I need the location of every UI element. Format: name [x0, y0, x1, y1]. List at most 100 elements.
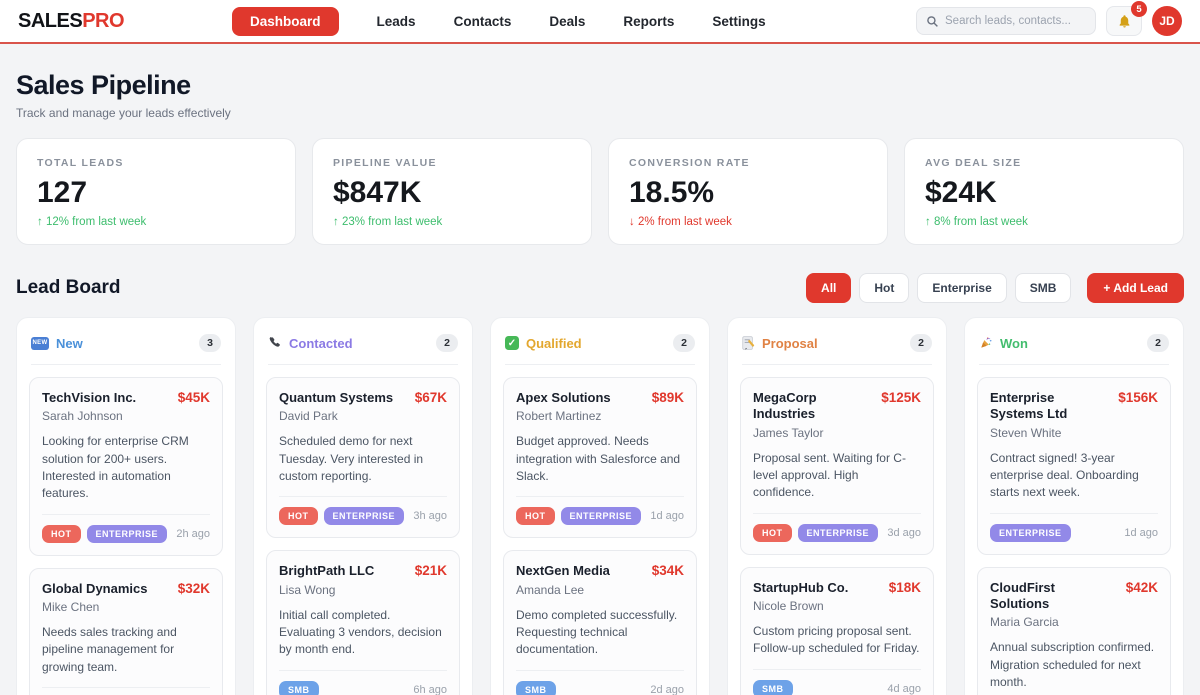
lead-card-top: CloudFirst Solutions $42K: [990, 580, 1158, 613]
lead-value: $32K: [177, 580, 210, 596]
lead-card-top: Apex Solutions $89K: [516, 390, 684, 406]
column-count-badge: 2: [1147, 334, 1169, 352]
column-header: NEW New 3: [29, 330, 223, 352]
lead-card[interactable]: Enterprise Systems Ltd $156K Steven White C…: [977, 377, 1171, 555]
main-nav: Dashboard Leads Contacts Deals Reports Settin…: [232, 6, 766, 36]
header-right-cluster: 5 JD: [916, 1, 1182, 36]
nav-item-dashboard[interactable]: Dashboard: [232, 6, 339, 36]
column-name: Contacted: [289, 335, 353, 351]
lead-company: CloudFirst Solutions: [990, 579, 1055, 611]
lead-tags: SMB: [516, 680, 556, 695]
column-name: New: [56, 335, 83, 351]
nav-item-leads[interactable]: Leads: [376, 13, 416, 29]
lead-company: TechVision Inc.: [42, 390, 137, 405]
column-header: Won 2: [977, 330, 1171, 352]
stat-card: PIPELINE VALUE $847K ↑ 23% from last week: [312, 138, 592, 245]
lead-card[interactable]: MegaCorp Industries $125K James Taylor Prop…: [740, 377, 934, 555]
stat-label: PIPELINE VALUE: [333, 157, 437, 169]
filter-button-enterprise[interactable]: Enterprise: [917, 273, 1007, 303]
search-input[interactable]: [945, 15, 1086, 27]
lead-card[interactable]: TechVision Inc. $45K Sarah Johnson Looking …: [29, 377, 223, 556]
add-lead-button[interactable]: + Add Lead: [1087, 273, 1184, 303]
notifications-button[interactable]: 5: [1106, 1, 1147, 36]
column-name: Qualified: [526, 335, 582, 351]
tag-enterprise: ENTERPRISE: [797, 523, 879, 542]
lead-timestamp: 2d ago: [650, 683, 684, 695]
stat-label: AVG DEAL SIZE: [925, 157, 1022, 169]
kanban-board: NEW New 3 TechVision Inc. $45K Sarah Johnson L…: [16, 317, 1184, 695]
lead-value: $156K: [1118, 390, 1158, 405]
lead-card-top: BrightPath LLC $21K: [279, 563, 447, 579]
board-column-proposal: Proposal 2 MegaCorp Industries $125K James T…: [727, 317, 947, 695]
party-popper-icon: [979, 336, 993, 350]
global-search[interactable]: [916, 7, 1096, 35]
column-count-badge: 2: [436, 334, 458, 352]
lead-tags: HOT ENTERPRISE: [279, 507, 405, 526]
lead-contact: Nicole Brown: [753, 598, 824, 613]
filter-button-all[interactable]: All: [806, 273, 852, 303]
lead-card[interactable]: Global Dynamics $32K Mike Chen Needs sales …: [29, 567, 223, 695]
lead-timestamp: 3h ago: [413, 510, 447, 523]
lead-card[interactable]: NextGen Media $34K Amanda Lee Demo complete…: [503, 550, 697, 695]
column-divider: [505, 364, 695, 365]
lead-card[interactable]: StartupHub Co. $18K Nicole Brown Custom pri…: [740, 566, 934, 695]
stat-label: CONVERSION RATE: [629, 157, 750, 169]
stat-delta: ↓ 2% from last week: [629, 216, 732, 228]
lead-contact: Sarah Johnson: [42, 409, 123, 424]
lead-timestamp: 1d ago: [650, 510, 684, 523]
lead-company: BrightPath LLC: [279, 563, 375, 579]
lead-card-footer: SMB 4d ago: [753, 668, 921, 695]
nav-item-settings[interactable]: Settings: [712, 13, 766, 29]
lead-description: Initial call completed. Evaluating 3 ven…: [279, 607, 442, 657]
brand-logo-primary: SALES: [18, 9, 83, 32]
lead-card-footer: HOT ENTERPRISE 3h ago: [279, 496, 447, 526]
user-avatar[interactable]: JD: [1152, 6, 1182, 36]
nav-item-contacts[interactable]: Contacts: [453, 13, 512, 29]
board-column-contacted: Contacted 2 Quantum Systems $67K David Park S…: [253, 317, 473, 695]
lead-tags: HOT ENTERPRISE: [516, 507, 642, 526]
lead-card[interactable]: CloudFirst Solutions $42K Maria Garcia Annu…: [977, 566, 1171, 695]
lead-card-footer: SMB 6h ago: [279, 669, 447, 695]
lead-contact: David Park: [279, 409, 338, 424]
nav-item-deals[interactable]: Deals: [549, 13, 586, 29]
tag-enterprise: ENTERPRISE: [990, 523, 1071, 542]
lead-card-footer: SMB 2d ago: [516, 669, 684, 695]
column-divider: [742, 364, 932, 365]
tag-smb: SMB: [753, 679, 793, 695]
main-content: Sales Pipeline Track and manage your lea…: [0, 44, 1200, 695]
top-navbar: SALESPRO Dashboard Leads Contacts Deals Repo…: [0, 0, 1200, 44]
lead-company: MegaCorp Industries: [753, 390, 817, 422]
stat-value: 18.5%: [629, 176, 715, 209]
lead-card[interactable]: Apex Solutions $89K Robert Martinez Budget …: [503, 377, 697, 539]
lead-card-top: Quantum Systems $67K: [279, 390, 447, 406]
lead-description: Budget approved. Needs integration with …: [516, 434, 681, 484]
nav-item-reports[interactable]: Reports: [623, 13, 675, 29]
lead-tags: SMB: [279, 680, 319, 695]
lead-tags: HOT ENTERPRISE: [42, 524, 168, 543]
lead-company: NextGen Media: [516, 563, 610, 579]
column-divider: [31, 364, 221, 365]
lead-company: Apex Solutions: [516, 390, 611, 405]
lead-contact: James Taylor: [753, 425, 824, 440]
column-name: Won: [1000, 335, 1028, 351]
brand-logo[interactable]: SALESPRO: [18, 9, 125, 33]
lead-card[interactable]: Quantum Systems $67K David Park Scheduled d…: [266, 377, 460, 539]
board-column-qualified: ✓ Qualified 2 Apex Solutions $89K Robert Mart…: [490, 317, 710, 695]
filter-button-hot[interactable]: Hot: [859, 273, 910, 303]
column-title: Contacted: [268, 336, 353, 351]
lead-value: $89K: [651, 390, 684, 405]
lead-card-top: StartupHub Co. $18K: [753, 580, 921, 596]
lead-tags: HOT ENTERPRISE: [753, 523, 879, 542]
lead-value: $21K: [414, 563, 447, 579]
tag-smb: SMB: [279, 680, 319, 695]
lead-card[interactable]: BrightPath LLC $21K Lisa Wong Initial call …: [266, 550, 460, 695]
page-subtitle: Track and manage your leads effectively: [16, 106, 231, 120]
page-title: Sales Pipeline: [16, 70, 191, 100]
column-header: Contacted 2: [266, 330, 460, 352]
tag-enterprise: ENTERPRISE: [323, 507, 405, 526]
column-title: Won: [979, 336, 1028, 351]
lead-timestamp: 2h ago: [176, 527, 210, 540]
lead-timestamp: 4d ago: [887, 682, 921, 695]
column-count-badge: 2: [673, 334, 695, 352]
filter-button-smb[interactable]: SMB: [1014, 273, 1072, 303]
